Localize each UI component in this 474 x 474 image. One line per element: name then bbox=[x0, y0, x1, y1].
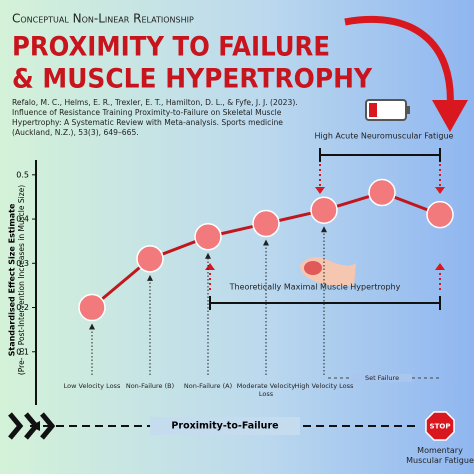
arrow-head bbox=[263, 239, 269, 246]
x-tick-label: Non-Failure (B) bbox=[125, 382, 175, 390]
x-tick-label: Non-Failure (A) bbox=[183, 382, 233, 390]
x-tick-label: Set Failure bbox=[352, 374, 412, 383]
citation: Refalo, M. C., Helms, E. R., Trexler, E.… bbox=[12, 98, 298, 137]
stop-text: STOP bbox=[430, 423, 451, 431]
muscle-icon bbox=[304, 261, 322, 275]
arrow-head bbox=[147, 274, 153, 281]
x-tick-label: Moderate Velocity Loss bbox=[236, 382, 296, 399]
end-label: Momentary Muscular Fatigue bbox=[406, 446, 474, 465]
arrow-head bbox=[89, 323, 95, 330]
annotation: Theoretically Maximal Muscle Hypertrophy bbox=[229, 283, 401, 292]
battery-level bbox=[369, 103, 377, 117]
marker bbox=[426, 200, 454, 229]
marker bbox=[136, 245, 164, 273]
x-tick-label: Low Velocity Loss bbox=[63, 382, 121, 390]
y-axis-subtitle: (Pre- to Post-Intervention Increases in … bbox=[17, 185, 26, 375]
y-tick-label: 0.5 bbox=[16, 170, 29, 179]
dotted-arrow bbox=[209, 270, 441, 290]
stop-sign bbox=[425, 411, 455, 441]
dotted-arrow bbox=[319, 164, 441, 188]
marker bbox=[252, 209, 280, 238]
y-tick-label: 0.1 bbox=[16, 347, 29, 356]
y-tick-label: 0.4 bbox=[16, 215, 29, 224]
annotation: High Acute Neuromuscular Fatigue bbox=[315, 132, 454, 141]
bracket bbox=[209, 296, 441, 310]
marker bbox=[310, 196, 338, 224]
kicker: Conceptual Non-Linear Relationship bbox=[12, 12, 194, 26]
x-tick-label: High Velocity Loss bbox=[294, 382, 354, 390]
y-tick-label: 0.2 bbox=[16, 303, 29, 312]
battery-tip bbox=[406, 106, 410, 114]
marker bbox=[194, 222, 222, 251]
marker bbox=[368, 178, 396, 207]
arrow bbox=[344, 15, 454, 111]
title: & MUSCLE HYPERTROPHY bbox=[12, 64, 372, 95]
y-tick-label: 0.3 bbox=[16, 259, 29, 268]
arrow-head bbox=[432, 100, 468, 132]
arrow-head bbox=[205, 252, 211, 259]
x-label-bg bbox=[150, 417, 300, 435]
bracket bbox=[319, 148, 441, 162]
arrow-head bbox=[321, 226, 327, 233]
y-axis-title: Standardised Effect Size Estimate bbox=[8, 203, 17, 356]
x-axis-title: Proximity-to-Failure bbox=[171, 421, 278, 432]
chevrons bbox=[8, 412, 56, 440]
marker bbox=[78, 293, 106, 322]
title: PROXIMITY TO FAILURE bbox=[12, 32, 330, 63]
